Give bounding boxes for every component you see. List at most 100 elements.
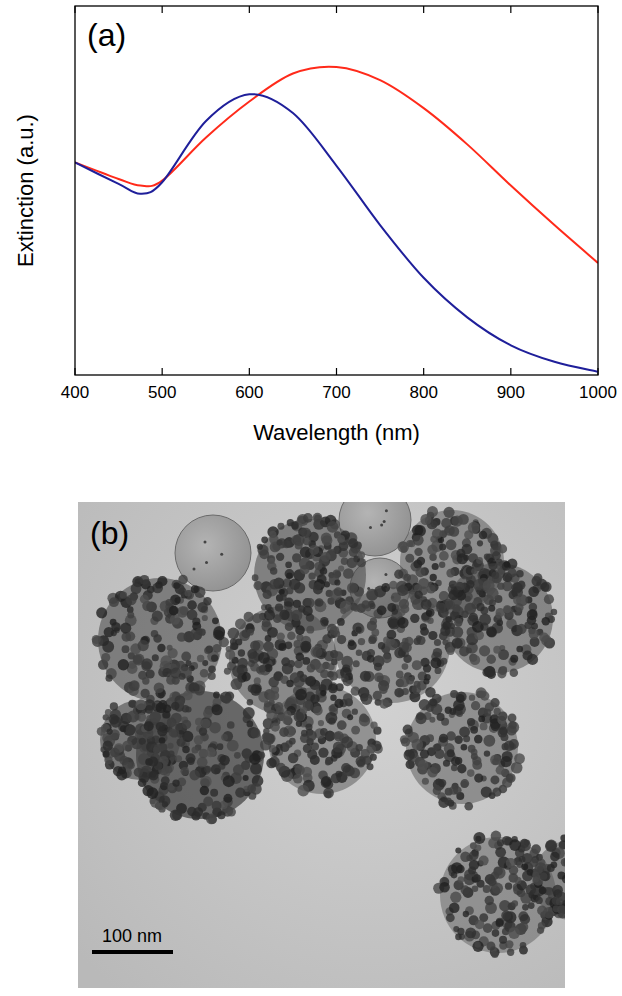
gold-particle bbox=[110, 748, 120, 758]
gold-particle bbox=[105, 709, 112, 716]
gold-particle bbox=[310, 694, 319, 703]
gold-particle bbox=[525, 884, 536, 895]
gold-particle bbox=[244, 612, 254, 622]
gold-particle bbox=[138, 640, 149, 651]
gold-particle bbox=[510, 655, 518, 663]
gold-particle bbox=[295, 625, 305, 635]
gold-particle bbox=[277, 632, 285, 640]
gold-particle bbox=[235, 787, 245, 797]
gold-particle bbox=[107, 728, 113, 734]
gold-particle bbox=[397, 585, 408, 596]
gold-particle bbox=[492, 758, 499, 765]
gold-particle bbox=[480, 722, 488, 730]
gold-particle bbox=[211, 655, 218, 662]
gold-particle bbox=[398, 608, 406, 616]
gold-particle bbox=[366, 744, 376, 754]
gold-particle bbox=[449, 623, 455, 629]
gold-particle bbox=[247, 629, 254, 636]
gold-particle bbox=[235, 618, 246, 629]
gold-particle bbox=[334, 651, 344, 661]
gold-particle bbox=[334, 699, 343, 708]
coated-sphere bbox=[98, 578, 222, 702]
x-tick bbox=[423, 368, 424, 375]
x-tick-top bbox=[510, 6, 511, 13]
gold-particle bbox=[356, 744, 363, 751]
gold-particle bbox=[250, 640, 260, 650]
gold-particle bbox=[530, 859, 538, 867]
gold-particle bbox=[301, 528, 311, 538]
gold-particle bbox=[279, 727, 289, 737]
x-tick-label: 700 bbox=[322, 383, 350, 402]
gold-particle bbox=[462, 544, 473, 555]
gold-particle bbox=[275, 702, 284, 711]
gold-particle bbox=[487, 877, 496, 886]
gold-particle bbox=[234, 752, 241, 759]
gold-particle bbox=[422, 778, 429, 785]
gold-particle bbox=[487, 533, 498, 544]
gold-particle bbox=[403, 655, 411, 663]
gold-particle bbox=[414, 591, 422, 599]
gold-particle bbox=[466, 648, 472, 654]
gold-particle bbox=[397, 617, 408, 628]
gold-particle bbox=[306, 730, 316, 740]
gold-particle bbox=[403, 725, 413, 735]
x-tick-label: 400 bbox=[61, 383, 89, 402]
gold-particle bbox=[146, 669, 155, 678]
gold-particle bbox=[509, 721, 517, 729]
gold-particle bbox=[127, 612, 134, 619]
gold-particle bbox=[457, 553, 468, 564]
gold-particle bbox=[538, 922, 545, 929]
gold-particle bbox=[415, 713, 426, 724]
silica-sphere bbox=[175, 515, 251, 591]
gold-particle bbox=[227, 807, 236, 816]
x-tick-top bbox=[336, 6, 337, 13]
gold-particle bbox=[540, 871, 550, 881]
gold-particle bbox=[193, 807, 203, 817]
gold-particle bbox=[472, 941, 483, 952]
gold-particle bbox=[267, 693, 275, 701]
gold-particle bbox=[199, 727, 207, 735]
gold-particle bbox=[250, 783, 262, 795]
scale-bar-label: 100 nm bbox=[102, 926, 162, 946]
gold-particle bbox=[452, 516, 463, 527]
gold-particle bbox=[167, 743, 173, 749]
gold-particle bbox=[106, 675, 113, 682]
gold-particle bbox=[432, 694, 442, 704]
gold-particle bbox=[291, 522, 299, 530]
gold-particle bbox=[511, 762, 523, 774]
gold-particle bbox=[492, 551, 501, 560]
gold-particle bbox=[286, 587, 293, 594]
panel-label: (b) bbox=[90, 515, 129, 551]
panel-label: (a) bbox=[87, 17, 126, 53]
gold-particle bbox=[320, 670, 329, 679]
gold-particle bbox=[513, 596, 521, 604]
coated-sphere bbox=[334, 587, 450, 703]
gold-particle bbox=[439, 551, 449, 561]
gold-particle bbox=[520, 942, 527, 949]
x-tick-label: 800 bbox=[409, 383, 437, 402]
x-tick-label: 500 bbox=[148, 383, 176, 402]
gold-particle bbox=[497, 839, 504, 846]
gold-particle bbox=[138, 778, 147, 787]
gold-particle bbox=[483, 735, 495, 747]
gold-particle bbox=[212, 617, 219, 624]
gold-particle bbox=[373, 691, 382, 700]
gold-particle bbox=[264, 610, 275, 621]
gold-particle bbox=[154, 744, 162, 752]
gold-particle bbox=[276, 553, 284, 561]
gold-particle bbox=[521, 863, 528, 870]
gold-particle bbox=[426, 584, 435, 593]
x-tick-label: 1000 bbox=[579, 383, 617, 402]
gold-particle bbox=[101, 653, 110, 662]
gold-particle bbox=[439, 544, 446, 551]
gold-particle bbox=[505, 883, 512, 890]
gold-particle bbox=[221, 734, 228, 741]
gold-particle bbox=[357, 551, 365, 559]
gold-particle bbox=[320, 728, 328, 736]
gold-particle bbox=[475, 844, 482, 851]
gold-particle bbox=[498, 711, 507, 720]
gold-particle bbox=[500, 733, 508, 741]
gold-particle bbox=[506, 858, 516, 868]
gold-particle bbox=[328, 684, 338, 694]
gold-particle bbox=[473, 874, 481, 882]
